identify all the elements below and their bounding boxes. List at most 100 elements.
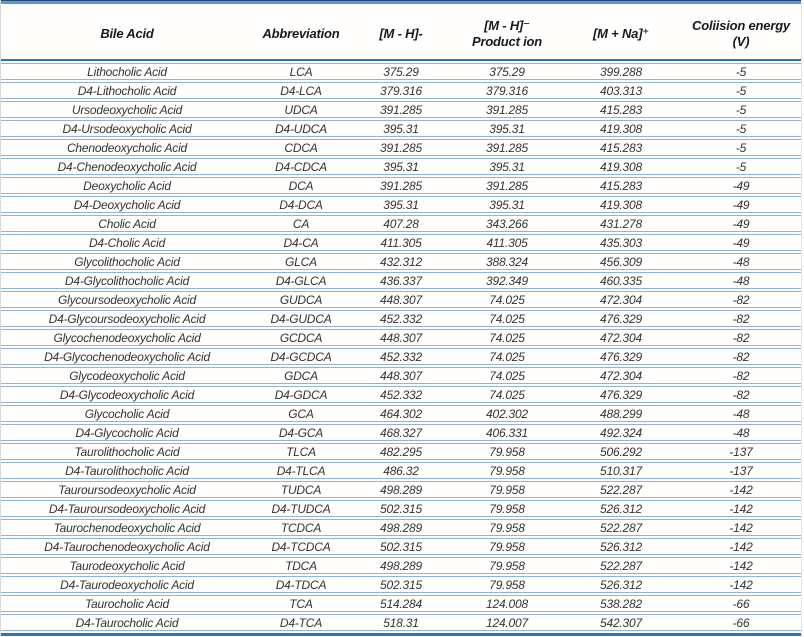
cell-bile-acid: Taurodeoxycholic Acid [1,557,253,574]
cell-bile-acid: Taurochenodeoxycholic Acid [1,519,253,536]
table-row: Ursodeoxycholic Acid UDCA 391.285 391.28… [1,101,801,118]
cell-bile-acid: Glycodeoxycholic Acid [1,367,253,384]
cell-abbreviation: D4-CA [253,234,349,251]
cell-m-plus-na: 476.329 [561,386,681,403]
cell-abbreviation: D4-GCA [253,424,349,441]
cell-bile-acid: Glycochenodeoxycholic Acid [1,329,253,346]
cell-m-plus-na: 542.307 [561,614,681,631]
table-row: D4-Glycodeoxycholic Acid D4-GDCA 452.332… [1,386,801,403]
cell-m-plus-na: 506.292 [561,443,681,460]
cell-m-plus-na: 472.304 [561,291,681,308]
cell-product-ion: 124.008 [453,595,561,612]
cell-m-minus-h: 498.289 [349,481,453,498]
cell-product-ion: 124.007 [453,614,561,631]
cell-collision-energy: -5 [681,82,801,99]
cell-product-ion: 79.958 [453,500,561,517]
cell-m-minus-h: 391.285 [349,139,453,156]
cell-m-minus-h: 518.31 [349,614,453,631]
table-row: Taurodeoxycholic Acid TDCA 498.289 79.95… [1,557,801,574]
cell-m-plus-na: 526.312 [561,500,681,517]
cell-m-plus-na: 435.303 [561,234,681,251]
cell-product-ion: 74.025 [453,291,561,308]
cell-collision-energy: -82 [681,329,801,346]
cell-bile-acid: D4-Glycochenodeoxycholic Acid [1,348,253,365]
cell-bile-acid: Tauroursodeoxycholic Acid [1,481,253,498]
cell-collision-energy: -49 [681,196,801,213]
cell-abbreviation: D4-TUDCA [253,500,349,517]
cell-product-ion: 391.285 [453,139,561,156]
cell-bile-acid: Deoxycholic Acid [1,177,253,194]
cell-abbreviation: DCA [253,177,349,194]
cell-m-minus-h: 464.302 [349,405,453,422]
cell-abbreviation: D4-TCA [253,614,349,631]
cell-collision-energy: -49 [681,234,801,251]
cell-bile-acid: Glycolithocholic Acid [1,253,253,270]
cell-abbreviation: TUDCA [253,481,349,498]
cell-product-ion: 391.285 [453,101,561,118]
header-abbreviation: Abbreviation [253,6,349,61]
cell-m-minus-h: 411.305 [349,234,453,251]
cell-collision-energy: -82 [681,367,801,384]
cell-product-ion: 74.025 [453,329,561,346]
table-row: D4-Cholic Acid D4-CA 411.305 411.305 435… [1,234,801,251]
table-header: Bile Acid Abbreviation [M - H]- [M - H]⁻… [1,6,801,61]
header-collision-energy: Coliision energy (V) [681,6,801,61]
header-m-minus-h: [M - H]- [349,6,453,61]
cell-m-minus-h: 391.285 [349,101,453,118]
cell-m-plus-na: 526.312 [561,576,681,593]
cell-m-plus-na: 526.312 [561,538,681,555]
cell-m-minus-h: 375.29 [349,63,453,80]
cell-product-ion: 375.29 [453,63,561,80]
cell-collision-energy: -5 [681,139,801,156]
cell-collision-energy: -82 [681,291,801,308]
cell-m-minus-h: 379.316 [349,82,453,99]
bile-acid-parameters-table: Bile Acid Abbreviation [M - H]- [M - H]⁻… [1,4,801,633]
cell-m-minus-h: 432.312 [349,253,453,270]
cell-collision-energy: -49 [681,215,801,232]
cell-m-minus-h: 498.289 [349,557,453,574]
cell-m-plus-na: 460.335 [561,272,681,289]
table-row: Lithocholic Acid LCA 375.29 375.29 399.2… [1,63,801,80]
cell-collision-energy: -49 [681,177,801,194]
cell-product-ion: 392.349 [453,272,561,289]
cell-abbreviation: D4-GDCA [253,386,349,403]
cell-collision-energy: -137 [681,443,801,460]
cell-m-minus-h: 502.315 [349,500,453,517]
cell-collision-energy: -5 [681,63,801,80]
cell-bile-acid: Chenodeoxycholic Acid [1,139,253,156]
cell-m-plus-na: 476.329 [561,310,681,327]
cell-collision-energy: -142 [681,481,801,498]
cell-abbreviation: TCA [253,595,349,612]
cell-bile-acid: D4-Cholic Acid [1,234,253,251]
table-row: Taurochenodeoxycholic Acid TCDCA 498.289… [1,519,801,536]
cell-m-minus-h: 502.315 [349,538,453,555]
cell-m-plus-na: 492.324 [561,424,681,441]
cell-abbreviation: CA [253,215,349,232]
cell-abbreviation: GDCA [253,367,349,384]
cell-m-plus-na: 456.309 [561,253,681,270]
table-row: D4-Lithocholic Acid D4-LCA 379.316 379.3… [1,82,801,99]
cell-m-plus-na: 419.308 [561,196,681,213]
cell-product-ion: 395.31 [453,196,561,213]
table-row: Cholic Acid CA 407.28 343.266 431.278 -4… [1,215,801,232]
cell-bile-acid: Taurolithocholic Acid [1,443,253,460]
table-row: D4-Glycochenodeoxycholic Acid D4-GCDCA 4… [1,348,801,365]
header-product-ion: [M - H]⁻ Product ion [453,6,561,61]
cell-collision-energy: -142 [681,538,801,555]
table-body: Lithocholic Acid LCA 375.29 375.29 399.2… [1,63,801,631]
cell-abbreviation: LCA [253,63,349,80]
table-row: Glycocholic Acid GCA 464.302 402.302 488… [1,405,801,422]
cell-collision-energy: -142 [681,519,801,536]
cell-m-minus-h: 452.332 [349,310,453,327]
table-row: Glycolithocholic Acid GLCA 432.312 388.3… [1,253,801,270]
cell-product-ion: 79.958 [453,538,561,555]
cell-m-minus-h: 452.332 [349,348,453,365]
cell-product-ion: 79.958 [453,557,561,574]
cell-bile-acid: D4-Taurochenodeoxycholic Acid [1,538,253,555]
cell-collision-energy: -142 [681,500,801,517]
top-blue-rule [1,1,801,4]
cell-collision-energy: -5 [681,158,801,175]
table-row: Deoxycholic Acid DCA 391.285 391.285 415… [1,177,801,194]
cell-abbreviation: D4-UDCA [253,120,349,137]
